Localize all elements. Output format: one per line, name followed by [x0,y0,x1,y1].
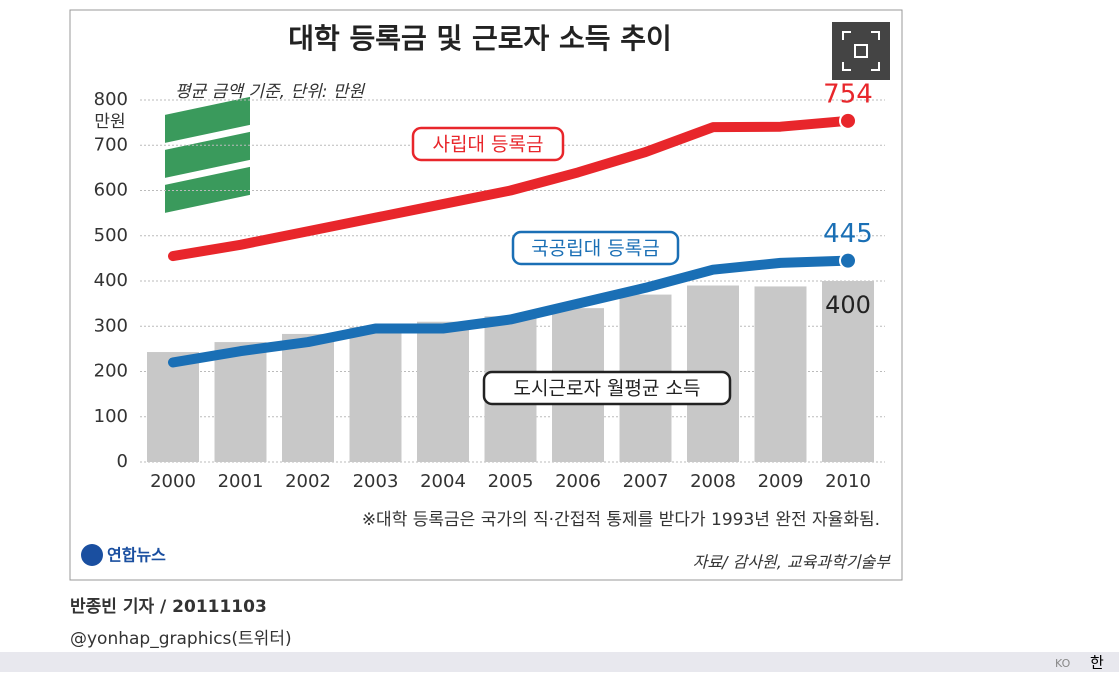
bar [822,281,874,462]
x-tick-label: 2003 [353,471,399,492]
y-tick-label: 700 [94,134,128,155]
bar [349,327,402,462]
series-callout [511,230,680,266]
byline: 반종빈 기자 / 20111103 [70,597,267,617]
x-tick-label: 2000 [150,471,196,492]
end-point [839,251,857,270]
y-tick-label: 0 [117,451,128,472]
bar [754,286,807,462]
logo: 연합뉴스 [107,546,166,565]
chart-title: 대학 등록금 및 근로자 소득 추이 [288,22,672,55]
bar [147,352,199,462]
y-tick-label: 100 [94,406,128,427]
end-point [839,111,857,130]
x-tick-label: 2004 [420,471,466,492]
y-tick-label: 600 [94,180,128,201]
logo-mark [81,544,103,566]
value-label: 400 [825,291,871,319]
x-tick-label: 2007 [623,471,669,492]
x-tick-label: 2008 [690,471,736,492]
y-tick-label: 500 [94,225,128,246]
x-tick-label: 2005 [488,471,534,492]
series-label: 사립대 등록금 [433,134,544,156]
x-tick-label: 2002 [285,471,331,492]
y-tick-label: 800 [94,89,128,110]
series-label: 도시근로자 월평균 소득 [514,378,701,400]
expand-icon [842,31,880,71]
money-icon [165,96,250,213]
y-tick-label: 200 [94,361,128,382]
series-label: 국공립대 등록금 [531,238,659,260]
y-tick-label: 300 [94,315,128,336]
taskbar-ime[interactable]: 한 [1090,654,1104,672]
line [168,255,853,368]
series-callout [411,126,565,162]
taskbar [0,652,1119,672]
value-label: 445 [823,219,873,249]
series-callout [482,370,732,406]
y-tick-label: 400 [94,270,128,291]
x-tick-label: 2010 [825,471,871,492]
x-tick-label: 2001 [218,471,264,492]
twitter: @yonhap_graphics(트위터) [70,629,292,649]
bar [417,321,469,462]
taskbar-lang[interactable]: KO [1055,657,1071,670]
source: 자료/ 감사원, 교육과학기술부 [693,553,892,572]
expand-button[interactable] [832,22,890,80]
footnote: ※대학 등록금은 국가의 직·간접적 통제를 받다가 1993년 완전 자율화됨… [362,510,880,530]
x-tick-label: 2009 [758,471,804,492]
y-unit: 만원 [94,112,125,132]
line [168,115,853,262]
bar [214,342,267,462]
subtitle: 평균 금액 기준, 단위: 만원 [175,82,366,102]
x-tick-label: 2006 [555,471,601,492]
value-label: 754 [823,79,873,109]
bar [282,333,334,462]
